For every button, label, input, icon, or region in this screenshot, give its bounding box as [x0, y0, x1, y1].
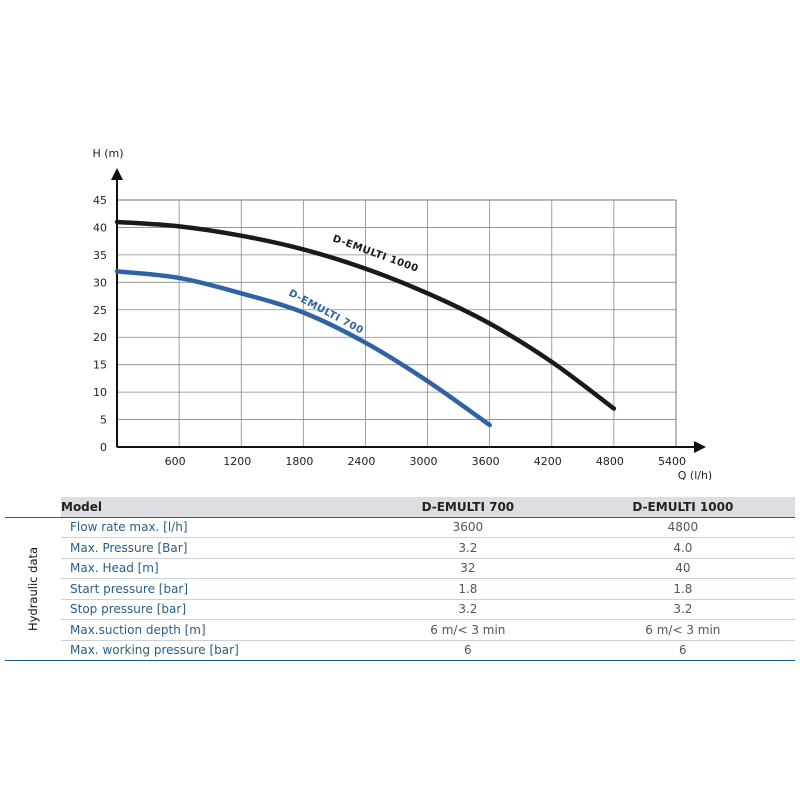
x-tick-label: 3600 — [472, 455, 500, 468]
y-tick-label: 25 — [93, 304, 107, 317]
value-d-emulti-1000: 3.2 — [570, 599, 795, 620]
x-tick-label: 1200 — [223, 455, 251, 468]
value-d-emulti-1000: 40 — [570, 558, 795, 579]
y-axis-title: H (m) — [92, 147, 123, 160]
value-d-emulti-700: 3600 — [365, 516, 571, 538]
table-header-row: Model D-EMULTI 700 D-EMULTI 1000 — [5, 497, 795, 517]
x-axis-title: Q (l/h) — [678, 469, 712, 480]
y-tick-label: 45 — [93, 194, 107, 207]
x-tick-label: 2400 — [347, 455, 375, 468]
value-d-emulti-1000: 6 — [570, 640, 795, 661]
param-label: Start pressure [bar] — [61, 578, 365, 600]
header-model: Model — [61, 497, 365, 517]
value-d-emulti-1000: 6 m/< 3 min — [570, 619, 795, 641]
value-d-emulti-700: 6 m/< 3 min — [365, 619, 571, 641]
table-row: Stop pressure [bar] 3.2 3.2 — [5, 599, 795, 620]
table-row: Start pressure [bar] 1.8 1.8 — [5, 578, 795, 600]
table-row: Max. Pressure [Bar] 3.2 4.0 — [5, 537, 795, 559]
param-label: Max. Pressure [Bar] — [61, 537, 365, 559]
value-d-emulti-700: 1.8 — [365, 578, 571, 600]
param-label: Max. working pressure [bar] — [61, 640, 365, 661]
pump-curve-chart: 600 1200 1800 2400 3000 3600 4200 4800 5400 0 5 10 1… — [92, 147, 712, 480]
param-label: Flow rate max. [l/h] — [61, 516, 365, 538]
series-line-d-emulti-700 — [114, 269, 492, 428]
x-tick-label: 1800 — [285, 455, 313, 468]
y-tick-label: 35 — [93, 249, 107, 262]
value-d-emulti-1000: 4.0 — [570, 537, 795, 559]
x-tick-label: 5400 — [658, 455, 686, 468]
x-tick-label: 600 — [165, 455, 186, 468]
y-axis-arrow — [111, 168, 123, 180]
value-d-emulti-700: 3.2 — [365, 599, 571, 620]
y-tick-label: 5 — [100, 414, 107, 427]
y-tick-label: 15 — [93, 359, 107, 372]
param-label: Max. Head [m] — [61, 558, 365, 579]
table-row: Hydraulic data Flow rate max. [l/h] 3600 48… — [5, 516, 795, 661]
x-tick-label: 3000 — [410, 455, 438, 468]
x-axis-arrow — [694, 441, 706, 453]
value-d-emulti-700: 3.2 — [365, 537, 571, 559]
side-label-cell: Hydraulic data — [5, 516, 61, 661]
side-label: Hydraulic data — [26, 546, 40, 631]
value-d-emulti-700: 6 — [365, 640, 571, 661]
param-label: Max.suction depth [m] — [61, 619, 365, 641]
series-line-d-emulti-1000 — [114, 219, 617, 411]
value-d-emulti-1000: 1.8 — [570, 578, 795, 600]
y-tick-label: 10 — [93, 386, 107, 399]
param-label: Stop pressure [bar] — [61, 599, 365, 620]
y-tick-label: 20 — [93, 331, 107, 344]
x-tick-label: 4800 — [596, 455, 624, 468]
value-d-emulti-1000: 4800 — [570, 516, 795, 538]
x-tick-label: 4200 — [534, 455, 562, 468]
header-d-emulti-700: D-EMULTI 700 — [365, 497, 571, 517]
table-row: Max. Head [m] 32 40 — [5, 558, 795, 579]
y-tick-label: 0 — [100, 441, 107, 454]
hydraulic-data-table: Model D-EMULTI 700 D-EMULTI 1000 Hydraul… — [5, 497, 795, 661]
table-row: Max.suction depth [m] 6 m/< 3 min 6 m/< 3 … — [5, 619, 795, 641]
plot-frame — [116, 199, 677, 448]
y-tick-label: 40 — [93, 221, 107, 234]
series-label-d-emulti-1000: D-EMULTI 1000 — [331, 233, 420, 274]
value-d-emulti-700: 32 — [365, 558, 571, 579]
header-d-emulti-1000: D-EMULTI 1000 — [570, 497, 795, 517]
y-tick-label: 30 — [93, 276, 107, 289]
table-row: Max. working pressure [bar] 6 6 — [5, 640, 795, 661]
table-corner — [5, 497, 61, 517]
